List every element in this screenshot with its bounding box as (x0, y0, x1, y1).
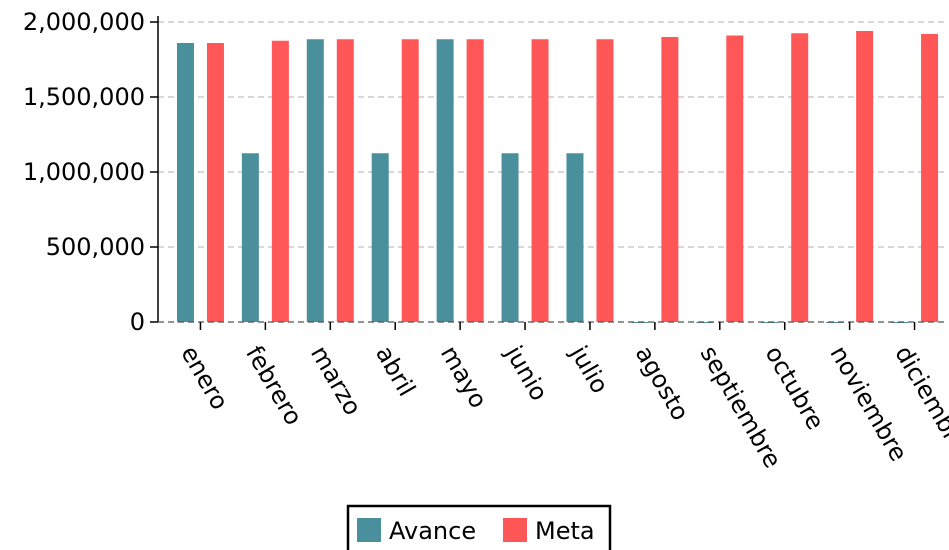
y-tick-label: 500,000 (46, 233, 145, 261)
x-tick-label: octubre (760, 341, 830, 435)
y-tick-label: 1,000,000 (23, 158, 145, 186)
x-tick-label: marzo (305, 341, 367, 420)
bar-avance-enero (176, 43, 194, 322)
x-tick-label: abril (370, 341, 421, 401)
bar-avance-febrero (241, 153, 259, 322)
bar-meta-agosto (661, 37, 679, 322)
x-tick-label: junio (499, 340, 553, 405)
bar-avance-marzo (306, 39, 324, 322)
x-tick-label: febrero (240, 341, 308, 430)
x-tick-label: julio (564, 340, 614, 398)
x-tick-label: agosto (630, 341, 695, 425)
legend-label-avance: Avance (389, 517, 476, 545)
bar-meta-marzo (336, 39, 354, 322)
gridlines (158, 21, 947, 248)
bar-avance-noviembre (826, 322, 844, 323)
legend-box (346, 504, 612, 550)
bar-avance-septiembre (696, 322, 714, 323)
legend-swatch-meta (503, 518, 527, 542)
bar-avance-junio (501, 153, 519, 322)
axes (157, 16, 947, 323)
bar-meta-enero (206, 43, 224, 322)
y-axis-ticks: 0 500,000 1,000,000 1,500,000 2,000,000 (23, 8, 158, 336)
legend-swatch-avance (357, 518, 381, 542)
bar-avance-julio (566, 153, 584, 322)
bar-meta-mayo (466, 39, 484, 322)
bars (176, 31, 939, 323)
bar-avance-mayo (436, 39, 454, 322)
y-tick-label: 1,500,000 (23, 83, 145, 111)
bar-meta-diciembre (921, 34, 939, 322)
legend-label-meta: Meta (535, 517, 595, 545)
bar-meta-febrero (271, 40, 289, 322)
x-tick-label: mayo (435, 341, 493, 413)
bar-meta-junio (531, 39, 549, 322)
bar-meta-septiembre (726, 35, 744, 322)
bar-meta-noviembre (856, 31, 874, 322)
bar-meta-octubre (791, 33, 809, 322)
y-tick-label: 2,000,000 (23, 8, 145, 36)
bar-meta-julio (596, 39, 614, 322)
bar-avance-abril (371, 153, 389, 322)
legend: Avance Meta (346, 504, 612, 550)
x-tick-label: enero (175, 341, 234, 415)
bar-meta-abril (401, 39, 419, 322)
y-tick-label: 0 (130, 308, 145, 336)
